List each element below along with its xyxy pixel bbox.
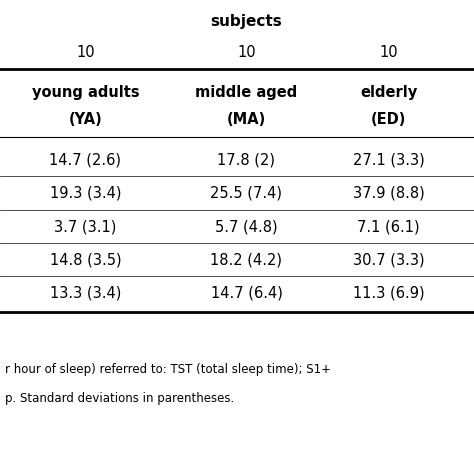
Text: 37.9 (8.8): 37.9 (8.8) [353, 186, 425, 201]
Text: (ED): (ED) [371, 112, 406, 127]
Text: 13.3 (3.4): 13.3 (3.4) [50, 285, 121, 301]
Text: 7.1 (6.1): 7.1 (6.1) [357, 219, 420, 234]
Text: 10: 10 [237, 45, 256, 60]
Text: 11.3 (6.9): 11.3 (6.9) [353, 285, 425, 301]
Text: (MA): (MA) [227, 112, 266, 127]
Text: 30.7 (3.3): 30.7 (3.3) [353, 252, 425, 267]
Text: 17.8 (2): 17.8 (2) [218, 153, 275, 168]
Text: 10: 10 [379, 45, 398, 60]
Text: 5.7 (4.8): 5.7 (4.8) [215, 219, 278, 234]
Text: 14.7 (6.4): 14.7 (6.4) [210, 285, 283, 301]
Text: 3.7 (3.1): 3.7 (3.1) [54, 219, 117, 234]
Text: young adults: young adults [31, 85, 139, 100]
Text: 10: 10 [76, 45, 95, 60]
Text: subjects: subjects [210, 14, 283, 29]
Text: middle aged: middle aged [195, 85, 298, 100]
Text: 27.1 (3.3): 27.1 (3.3) [353, 153, 425, 168]
Text: (YA): (YA) [68, 112, 102, 127]
Text: p. Standard deviations in parentheses.: p. Standard deviations in parentheses. [5, 392, 234, 405]
Text: 25.5 (7.4): 25.5 (7.4) [210, 186, 283, 201]
Text: 14.7 (2.6): 14.7 (2.6) [49, 153, 121, 168]
Text: 14.8 (3.5): 14.8 (3.5) [49, 252, 121, 267]
Text: 19.3 (3.4): 19.3 (3.4) [50, 186, 121, 201]
Text: elderly: elderly [360, 85, 417, 100]
Text: 18.2 (4.2): 18.2 (4.2) [210, 252, 283, 267]
Text: r hour of sleep) referred to: TST (total sleep time); S1+: r hour of sleep) referred to: TST (total… [5, 363, 331, 376]
